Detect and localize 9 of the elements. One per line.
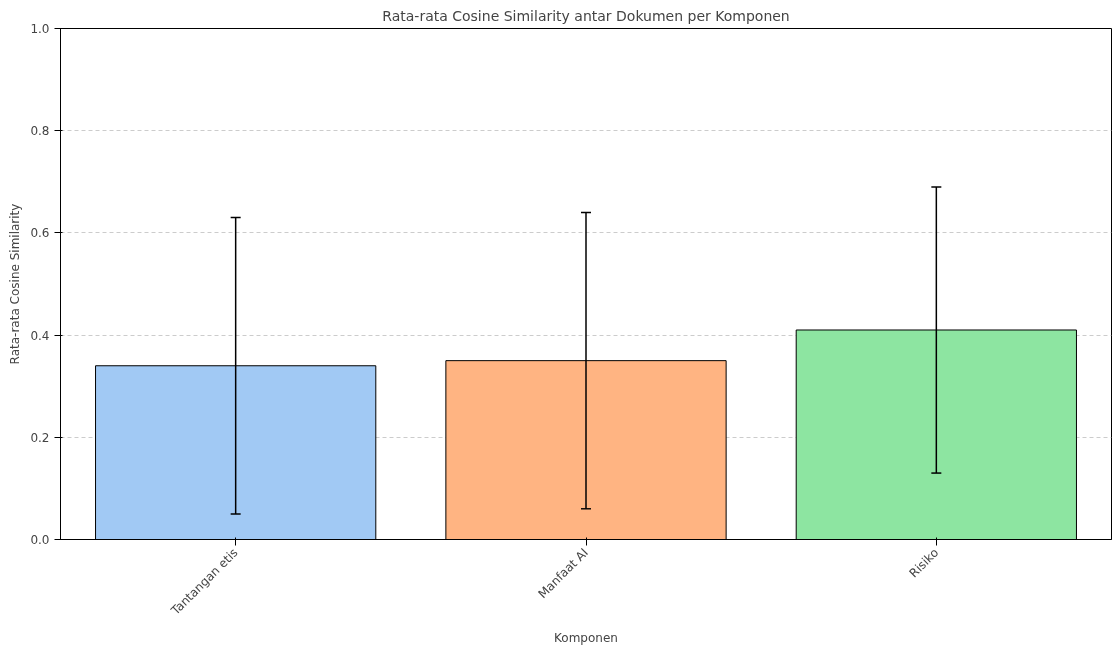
chart-title: Rata-rata Cosine Similarity antar Dokumen per Komponen — [382, 7, 790, 24]
y-axis-title: Rata-rata Cosine Similarity — [8, 203, 23, 365]
x-axis-title: Komponen — [554, 630, 618, 645]
y-tick-label: 0.0 — [30, 533, 50, 547]
y-tick-label: 0.6 — [30, 226, 50, 241]
y-tick-label: 0.8 — [30, 124, 50, 139]
y-tick-label: 1.0 — [30, 22, 50, 36]
y-tick-label: 0.4 — [30, 328, 50, 343]
y-tick-label: 0.2 — [30, 430, 50, 445]
